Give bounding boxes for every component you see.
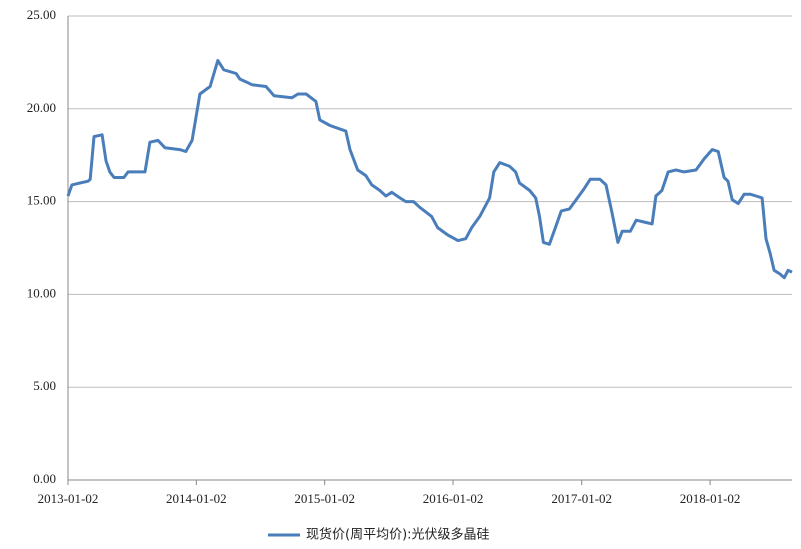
x-tick-label: 2018-01-02: [680, 491, 741, 506]
x-tick-label: 2014-01-02: [166, 491, 227, 506]
y-tick-label: 15.00: [27, 193, 56, 208]
y-tick-label: 0.00: [33, 471, 56, 486]
x-tick-label: 2015-01-02: [294, 491, 355, 506]
x-tick-label: 2013-01-02: [38, 491, 99, 506]
y-tick-label: 5.00: [33, 378, 56, 393]
x-tick-label: 2016-01-02: [423, 491, 484, 506]
y-tick-label: 20.00: [27, 100, 56, 115]
legend-label: 现货价(周平均价):光伏级多晶硅: [306, 527, 490, 543]
x-tick-label: 2017-01-02: [551, 491, 612, 506]
y-tick-label: 25.00: [27, 7, 56, 22]
data-line: [66, 59, 793, 280]
y-tick-label: 10.00: [27, 285, 56, 300]
